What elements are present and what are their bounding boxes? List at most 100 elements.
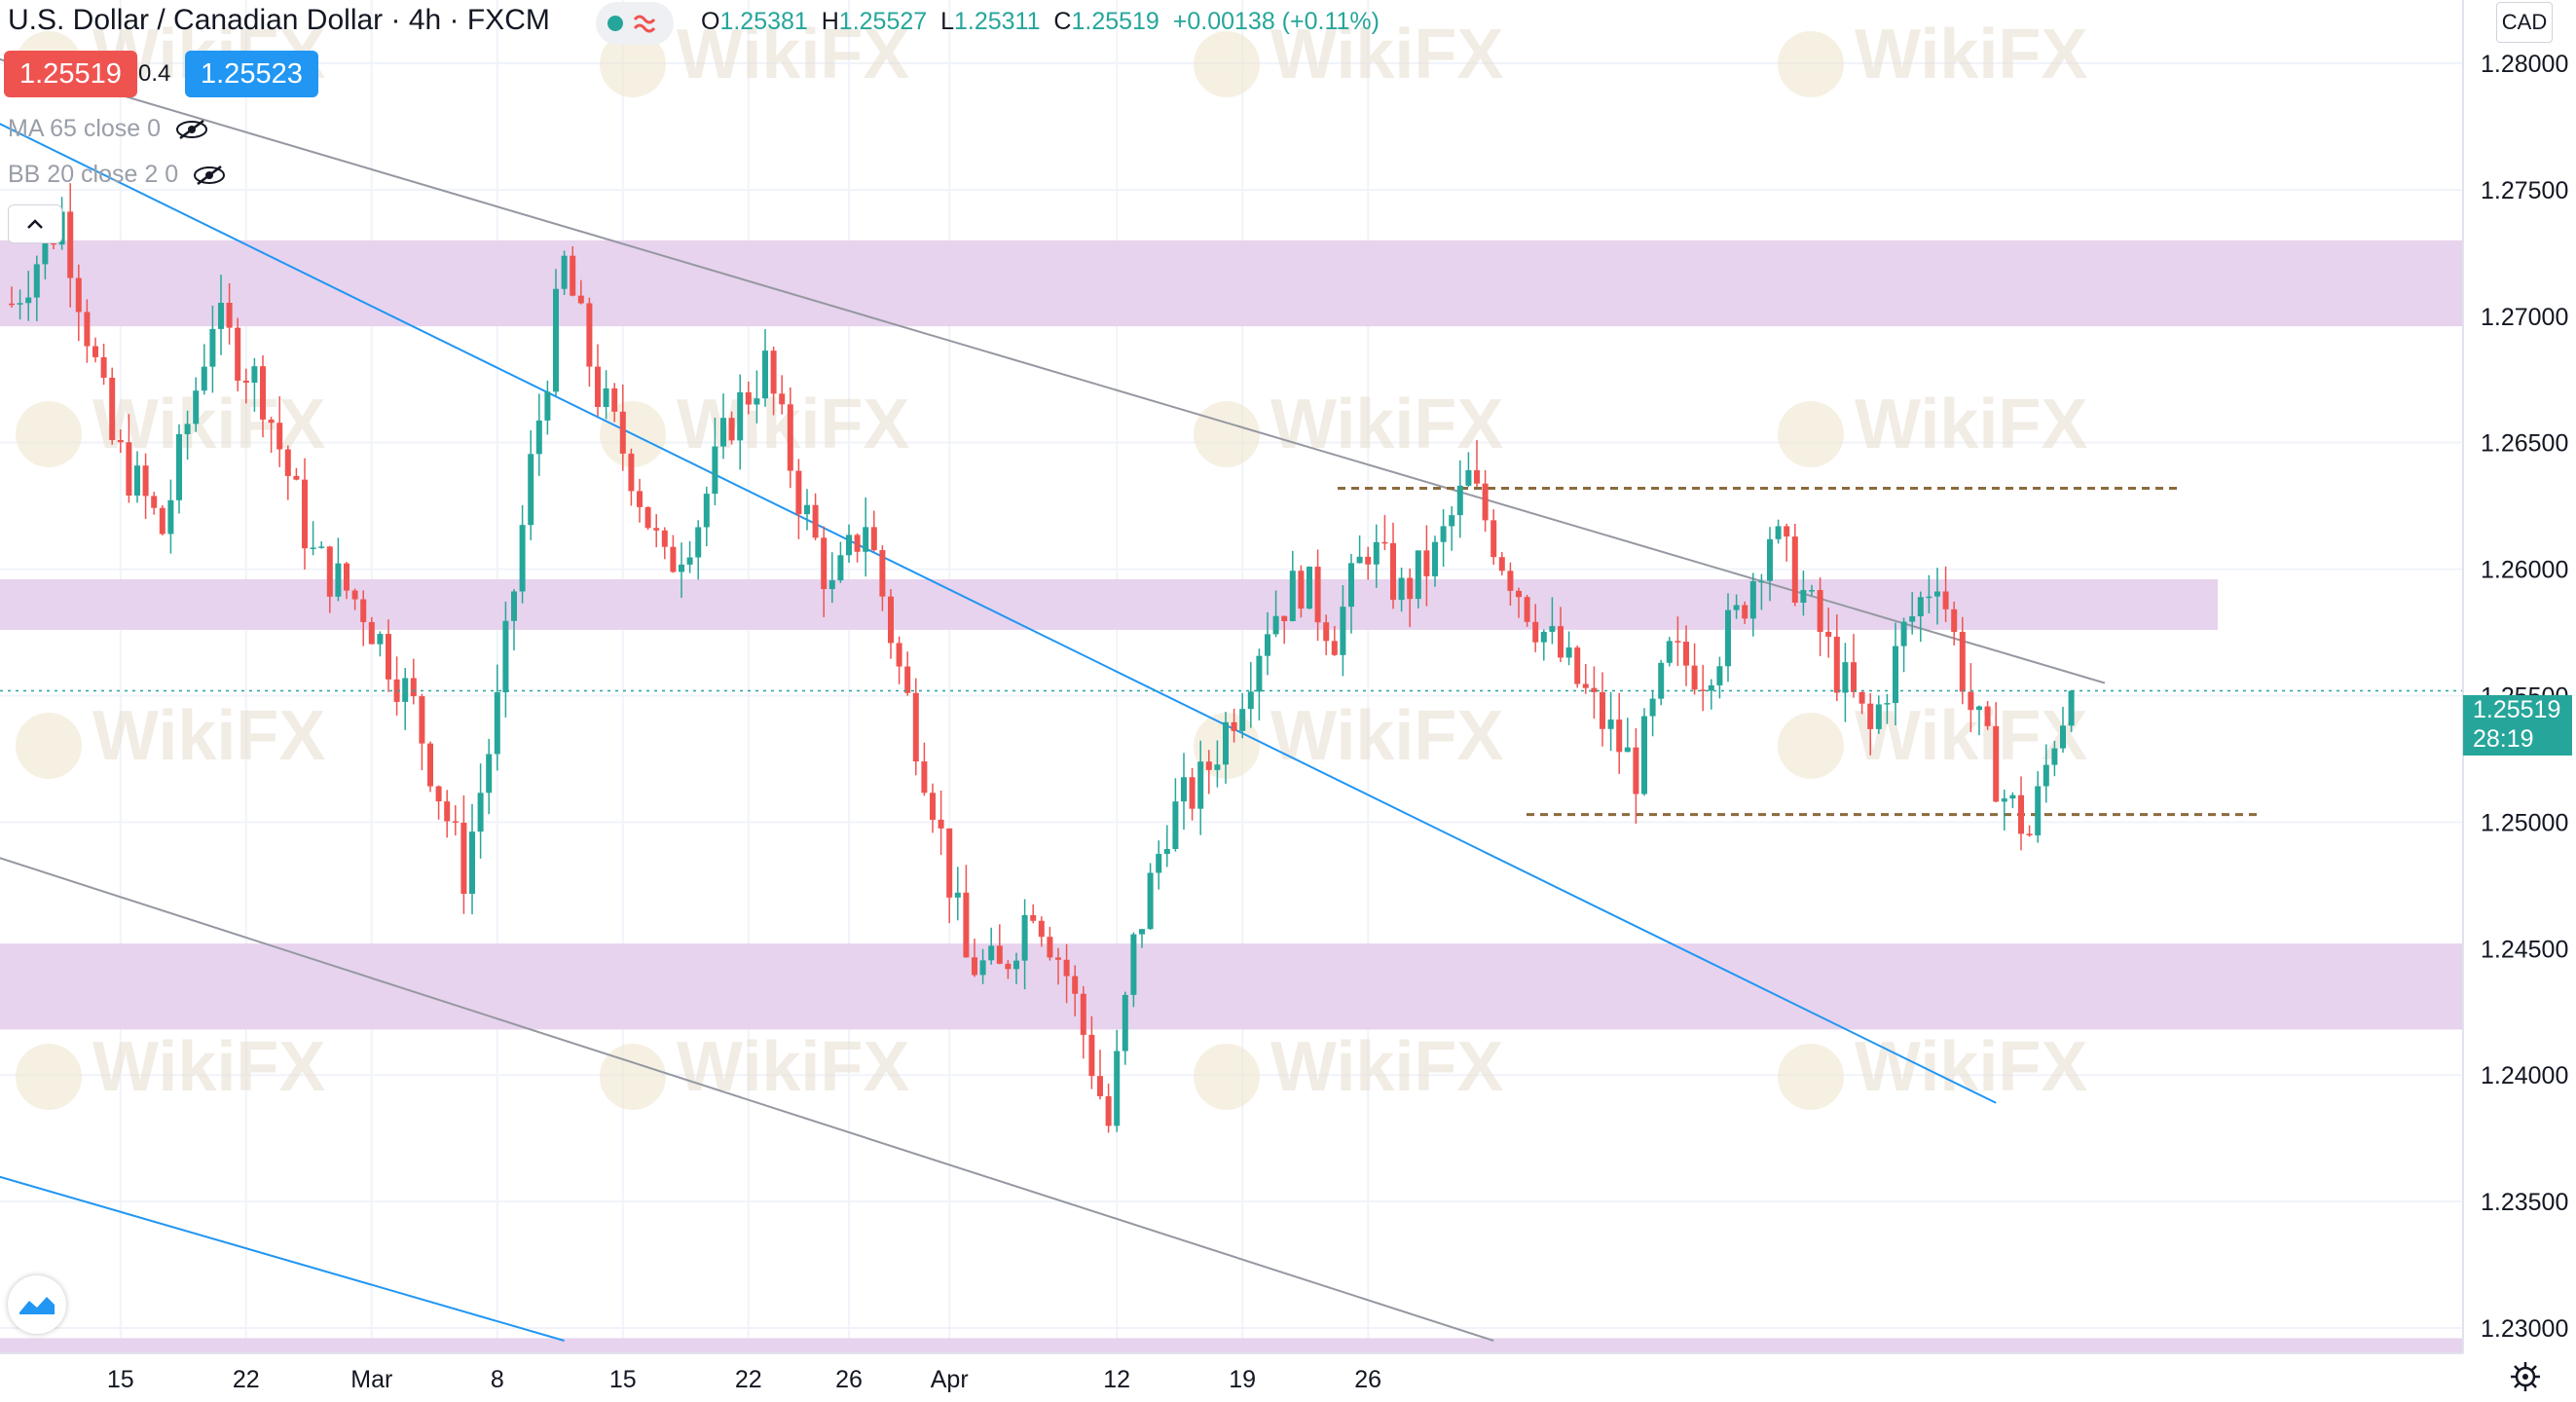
- candle-body: [762, 350, 768, 399]
- candle-body: [1398, 577, 1405, 601]
- price-zone: [0, 240, 2463, 327]
- currency-axis-button[interactable]: CAD: [2496, 2, 2553, 43]
- candle-body: [201, 366, 207, 391]
- candle-body: [302, 479, 308, 549]
- time-tick-label: 26: [835, 1366, 863, 1393]
- candle-body: [1482, 483, 1489, 521]
- candle-body: [553, 288, 559, 392]
- candle-body: [1641, 716, 1647, 794]
- candle-body: [1122, 994, 1128, 1052]
- candle-body: [2068, 690, 2075, 726]
- tradingview-logo[interactable]: [8, 1275, 66, 1334]
- candle-body: [570, 255, 576, 296]
- candle-body: [151, 496, 158, 508]
- candle-body: [745, 391, 752, 405]
- candle-body: [1205, 761, 1212, 770]
- candle-body: [1314, 567, 1321, 623]
- buy-button[interactable]: 1.25523: [185, 51, 318, 97]
- time-tick-label: 15: [609, 1366, 637, 1393]
- candle-body: [1281, 615, 1288, 621]
- candle-body: [930, 793, 936, 820]
- candle-body: [1507, 571, 1514, 591]
- candle-body: [159, 507, 166, 535]
- candle-body: [335, 563, 342, 597]
- candle-body: [1976, 706, 1982, 711]
- watermark-text: WikiFX: [1855, 1028, 2087, 1106]
- watermark-icon: [16, 1044, 82, 1110]
- candle-body: [100, 356, 107, 378]
- candle-body: [828, 580, 835, 590]
- candle-body: [293, 475, 300, 480]
- price-tick-label: 1.28000: [2481, 51, 2568, 78]
- candle-body: [1934, 591, 1940, 597]
- candle-body: [628, 453, 635, 492]
- candle-body: [1088, 1034, 1095, 1077]
- candle-body: [268, 419, 275, 424]
- candle-body: [653, 528, 660, 531]
- candle-body: [126, 442, 132, 497]
- collapse-legend-button[interactable]: [8, 204, 62, 243]
- time-tick-label: 22: [735, 1366, 762, 1393]
- price-tick-label: 1.23500: [2481, 1189, 2568, 1216]
- chevron-up-icon: [27, 219, 43, 229]
- candle-body: [1147, 872, 1154, 930]
- candle-body: [1725, 609, 1731, 667]
- eye-hidden-icon[interactable]: [192, 165, 227, 186]
- trendline: [0, 57, 2106, 684]
- candle-body: [946, 828, 953, 898]
- candle-body: [770, 350, 777, 394]
- last-price-value: 1.25519: [2473, 696, 2561, 723]
- bar-countdown: 28:19: [2473, 725, 2534, 753]
- candle-body: [477, 793, 484, 832]
- candle-body: [142, 465, 149, 497]
- candle-body: [1097, 1076, 1103, 1096]
- candle-body: [1005, 963, 1012, 970]
- candlestick-series: [9, 183, 2075, 1133]
- price-tick-label: 1.27500: [2481, 177, 2568, 204]
- candle-body: [193, 390, 200, 424]
- candle-body: [1407, 577, 1414, 600]
- market-status-pill[interactable]: [596, 2, 674, 45]
- candle-body: [1247, 691, 1254, 710]
- candle-body: [1624, 747, 1631, 753]
- candle-body: [720, 418, 726, 447]
- indicator-ma[interactable]: MA 65 close 0: [8, 115, 209, 143]
- candle-body: [1708, 684, 1714, 691]
- candle-body: [1423, 550, 1430, 576]
- candle-body: [460, 822, 467, 895]
- candle-body: [1231, 721, 1237, 731]
- candle-body: [410, 678, 417, 697]
- trendline: [0, 123, 1997, 1104]
- eye-hidden-icon[interactable]: [174, 119, 209, 140]
- candle-body: [184, 424, 191, 434]
- candle-body: [1549, 626, 1556, 632]
- time-tick-label: 12: [1103, 1366, 1130, 1393]
- watermark-icon: [1778, 401, 1844, 467]
- candle-body: [1331, 641, 1338, 655]
- range-levels: [1338, 486, 2257, 817]
- time-tick-label: 19: [1229, 1366, 1256, 1393]
- candle-body: [644, 506, 651, 529]
- candle-body: [427, 743, 433, 787]
- candle-body: [469, 831, 475, 895]
- candle-body: [511, 591, 517, 621]
- indicator-bb[interactable]: BB 20 close 2 0: [8, 161, 227, 189]
- indicator-label: MA 65 close 0: [8, 115, 162, 142]
- candle-body: [368, 621, 375, 645]
- candle-body: [879, 550, 886, 597]
- settings-icon[interactable]: [2508, 1359, 2543, 1394]
- candle-body: [528, 454, 534, 526]
- candle-body: [1156, 854, 1162, 873]
- candle-body: [486, 754, 493, 793]
- candle-body: [1884, 703, 1891, 705]
- sell-button[interactable]: 1.25519: [4, 51, 137, 97]
- candle-body: [519, 525, 526, 592]
- chart-title[interactable]: U.S. Dollar / Canadian Dollar · 4h · FXC…: [8, 4, 550, 36]
- candle-body: [1189, 777, 1196, 809]
- candle-body: [1666, 641, 1673, 663]
- candle-body: [1080, 993, 1086, 1035]
- candle-body: [870, 527, 877, 551]
- candle-body: [351, 590, 358, 600]
- candle-body: [561, 255, 568, 289]
